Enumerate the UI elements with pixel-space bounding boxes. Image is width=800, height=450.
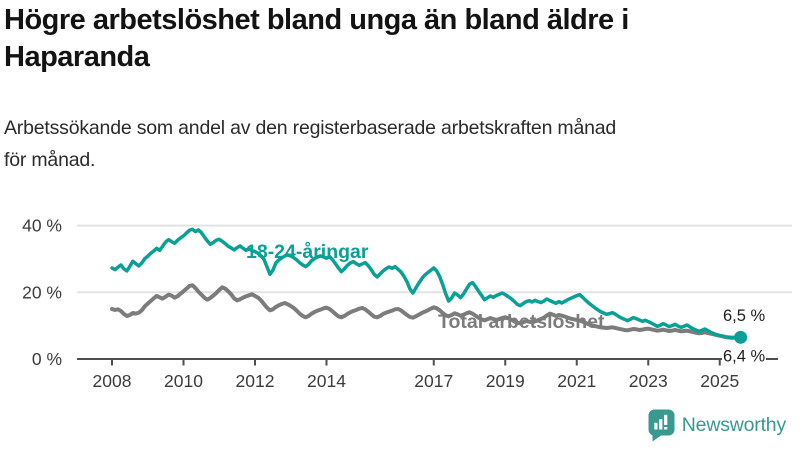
x-tick-label-2017: 2017 bbox=[414, 371, 453, 391]
x-tick-label-2012: 2012 bbox=[236, 371, 275, 391]
page-title: Högre arbetslöshet bland unga än bland ä… bbox=[4, 2, 796, 76]
bar-chart-speech-bubble-icon bbox=[648, 409, 675, 442]
end-value-label-youth: 6,5 % bbox=[723, 307, 766, 325]
x-tick-label-2023: 2023 bbox=[629, 371, 668, 391]
series-end-dot bbox=[734, 330, 748, 344]
x-tick-label-2010: 2010 bbox=[164, 371, 203, 391]
series-line-total bbox=[110, 283, 743, 340]
newsworthy-brand: Newsworthy bbox=[648, 409, 786, 442]
x-tick-label-2021: 2021 bbox=[557, 371, 596, 391]
y-tick-label-40: 40 % bbox=[22, 216, 62, 236]
page-title-line1: Högre arbetslöshet bland unga än bland ä… bbox=[4, 4, 629, 36]
y-tick-label-0: 0 % bbox=[32, 349, 62, 369]
y-tick-label-20: 20 % bbox=[22, 282, 62, 302]
series-label-total: Total arbetslöshet bbox=[438, 311, 605, 333]
end-value-label-total: 6,4 % bbox=[723, 348, 766, 366]
series-line-youth bbox=[110, 227, 743, 340]
x-tick-label-2019: 2019 bbox=[486, 371, 525, 391]
x-tick-label-2008: 2008 bbox=[93, 371, 132, 391]
brand-name: Newsworthy bbox=[681, 414, 786, 436]
chart-subtitle-line2: för månad. bbox=[4, 149, 96, 172]
x-tick-label-2025: 2025 bbox=[700, 371, 739, 391]
series-label-youth: 18-24-åringar bbox=[246, 240, 369, 263]
chart-canvas: 0 % 20 % 40 % 2008 2010 2012 2014 2017 2019 2021 2… bbox=[22, 216, 792, 391]
chart-subtitle: Arbetssökande som andel av den registerb… bbox=[4, 112, 796, 177]
page-title-line2: Haparanda bbox=[4, 40, 150, 73]
x-tick-label-2014: 2014 bbox=[307, 371, 346, 391]
chart-subtitle-line1: Arbetssökande som andel av den registerb… bbox=[4, 117, 617, 139]
unemployment-line-chart: 0 % 20 % 40 % 2008 2010 2012 2014 2017 2019 2021 2… bbox=[0, 198, 800, 398]
